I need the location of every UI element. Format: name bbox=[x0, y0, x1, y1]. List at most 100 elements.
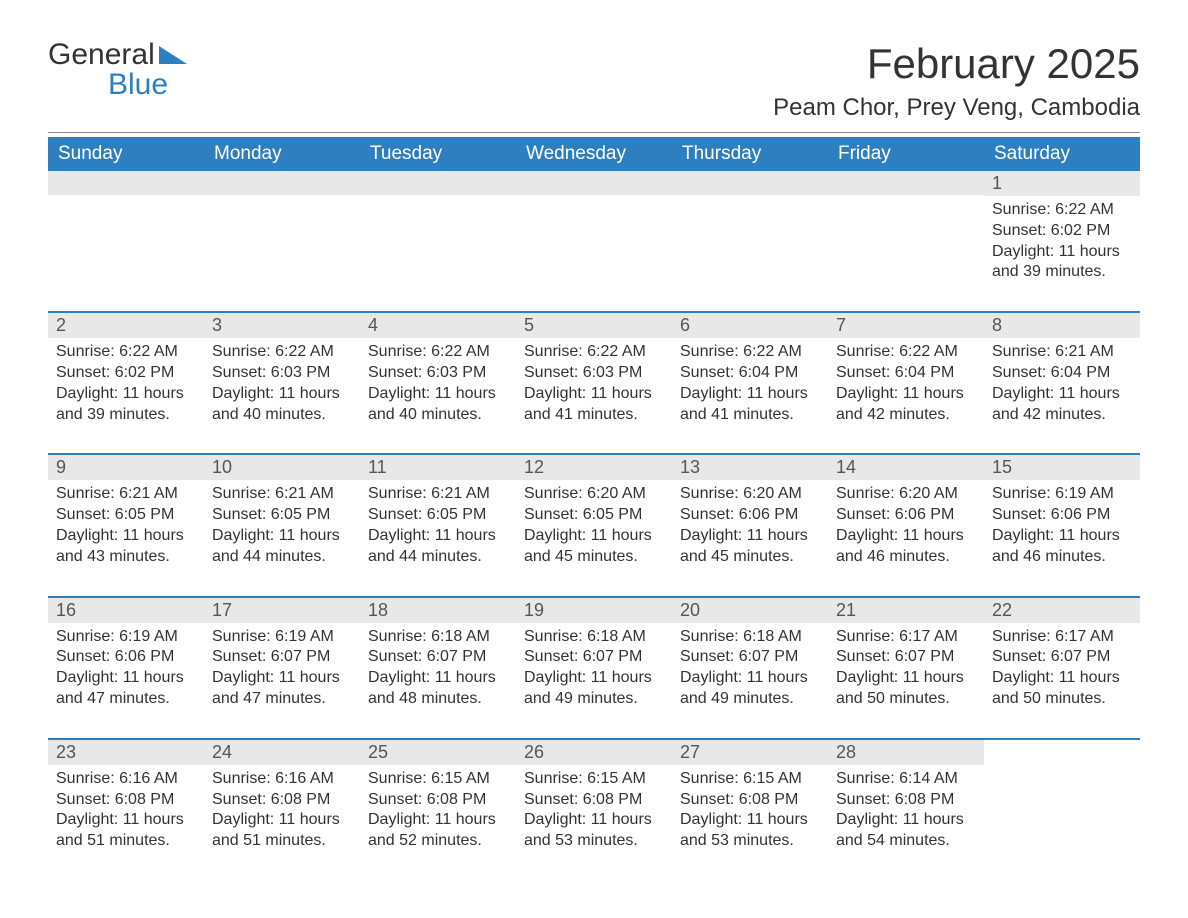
day-details: Sunrise: 6:15 AMSunset: 6:08 PMDaylight:… bbox=[672, 765, 828, 852]
day-cell: 8Sunrise: 6:21 AMSunset: 6:04 PMDaylight… bbox=[984, 313, 1140, 433]
day-details: Sunrise: 6:22 AMSunset: 6:03 PMDaylight:… bbox=[516, 338, 672, 425]
day-header-row: SundayMondayTuesdayWednesdayThursdayFrid… bbox=[48, 137, 1140, 171]
sunrise-text: Sunrise: 6:15 AM bbox=[368, 769, 508, 790]
day-details: Sunrise: 6:21 AMSunset: 6:05 PMDaylight:… bbox=[204, 480, 360, 567]
daylight-text: Daylight: 11 hours and 49 minutes. bbox=[680, 668, 820, 710]
day-number: 6 bbox=[672, 313, 828, 338]
day-details: Sunrise: 6:17 AMSunset: 6:07 PMDaylight:… bbox=[828, 623, 984, 710]
sunset-text: Sunset: 6:05 PM bbox=[368, 505, 508, 526]
day-details: Sunrise: 6:22 AMSunset: 6:02 PMDaylight:… bbox=[984, 196, 1140, 283]
sunset-text: Sunset: 6:05 PM bbox=[212, 505, 352, 526]
day-cell: 10Sunrise: 6:21 AMSunset: 6:05 PMDayligh… bbox=[204, 455, 360, 575]
day-header: Friday bbox=[828, 137, 984, 171]
day-header: Tuesday bbox=[360, 137, 516, 171]
daylight-text: Daylight: 11 hours and 47 minutes. bbox=[56, 668, 196, 710]
empty-cell bbox=[48, 171, 204, 291]
day-number: 2 bbox=[48, 313, 204, 338]
sunrise-text: Sunrise: 6:15 AM bbox=[680, 769, 820, 790]
day-number bbox=[984, 740, 1140, 764]
day-cell: 4Sunrise: 6:22 AMSunset: 6:03 PMDaylight… bbox=[360, 313, 516, 433]
logo-word-1: General bbox=[48, 40, 155, 70]
sunrise-text: Sunrise: 6:22 AM bbox=[524, 342, 664, 363]
day-cell: 12Sunrise: 6:20 AMSunset: 6:05 PMDayligh… bbox=[516, 455, 672, 575]
sunrise-text: Sunrise: 6:16 AM bbox=[56, 769, 196, 790]
logo-word-2: Blue bbox=[108, 70, 168, 100]
day-cell: 15Sunrise: 6:19 AMSunset: 6:06 PMDayligh… bbox=[984, 455, 1140, 575]
day-cell: 1Sunrise: 6:22 AMSunset: 6:02 PMDaylight… bbox=[984, 171, 1140, 291]
week-row: 9Sunrise: 6:21 AMSunset: 6:05 PMDaylight… bbox=[48, 453, 1140, 575]
sunrise-text: Sunrise: 6:22 AM bbox=[680, 342, 820, 363]
day-number: 20 bbox=[672, 598, 828, 623]
day-number: 23 bbox=[48, 740, 204, 765]
divider bbox=[48, 132, 1140, 133]
daylight-text: Daylight: 11 hours and 52 minutes. bbox=[368, 810, 508, 852]
day-number: 4 bbox=[360, 313, 516, 338]
sunset-text: Sunset: 6:04 PM bbox=[680, 363, 820, 384]
day-details: Sunrise: 6:19 AMSunset: 6:06 PMDaylight:… bbox=[48, 623, 204, 710]
sunset-text: Sunset: 6:06 PM bbox=[56, 647, 196, 668]
day-cell: 28Sunrise: 6:14 AMSunset: 6:08 PMDayligh… bbox=[828, 740, 984, 860]
day-details: Sunrise: 6:20 AMSunset: 6:05 PMDaylight:… bbox=[516, 480, 672, 567]
day-number: 1 bbox=[984, 171, 1140, 196]
sunrise-text: Sunrise: 6:21 AM bbox=[56, 484, 196, 505]
day-cell: 24Sunrise: 6:16 AMSunset: 6:08 PMDayligh… bbox=[204, 740, 360, 860]
location: Peam Chor, Prey Veng, Cambodia bbox=[773, 94, 1140, 122]
daylight-text: Daylight: 11 hours and 51 minutes. bbox=[212, 810, 352, 852]
empty-cell bbox=[360, 171, 516, 291]
title-block: February 2025 Peam Chor, Prey Veng, Camb… bbox=[773, 40, 1140, 122]
sunrise-text: Sunrise: 6:19 AM bbox=[212, 627, 352, 648]
day-cell: 21Sunrise: 6:17 AMSunset: 6:07 PMDayligh… bbox=[828, 598, 984, 718]
day-cell: 19Sunrise: 6:18 AMSunset: 6:07 PMDayligh… bbox=[516, 598, 672, 718]
day-number: 10 bbox=[204, 455, 360, 480]
empty-cell bbox=[984, 740, 1140, 860]
day-details: Sunrise: 6:22 AMSunset: 6:04 PMDaylight:… bbox=[828, 338, 984, 425]
day-cell: 14Sunrise: 6:20 AMSunset: 6:06 PMDayligh… bbox=[828, 455, 984, 575]
empty-cell bbox=[828, 171, 984, 291]
day-cell: 23Sunrise: 6:16 AMSunset: 6:08 PMDayligh… bbox=[48, 740, 204, 860]
day-number: 24 bbox=[204, 740, 360, 765]
day-number: 19 bbox=[516, 598, 672, 623]
day-details: Sunrise: 6:22 AMSunset: 6:04 PMDaylight:… bbox=[672, 338, 828, 425]
day-number: 22 bbox=[984, 598, 1140, 623]
day-number bbox=[204, 171, 360, 195]
sunset-text: Sunset: 6:07 PM bbox=[368, 647, 508, 668]
day-details: Sunrise: 6:18 AMSunset: 6:07 PMDaylight:… bbox=[672, 623, 828, 710]
daylight-text: Daylight: 11 hours and 50 minutes. bbox=[836, 668, 976, 710]
logo-triangle-icon bbox=[159, 46, 187, 64]
day-cell: 5Sunrise: 6:22 AMSunset: 6:03 PMDaylight… bbox=[516, 313, 672, 433]
sunrise-text: Sunrise: 6:14 AM bbox=[836, 769, 976, 790]
day-details: Sunrise: 6:16 AMSunset: 6:08 PMDaylight:… bbox=[48, 765, 204, 852]
day-number: 15 bbox=[984, 455, 1140, 480]
daylight-text: Daylight: 11 hours and 45 minutes. bbox=[680, 526, 820, 568]
sunset-text: Sunset: 6:06 PM bbox=[836, 505, 976, 526]
day-details: Sunrise: 6:22 AMSunset: 6:02 PMDaylight:… bbox=[48, 338, 204, 425]
sunset-text: Sunset: 6:07 PM bbox=[680, 647, 820, 668]
sunrise-text: Sunrise: 6:16 AM bbox=[212, 769, 352, 790]
sunrise-text: Sunrise: 6:21 AM bbox=[212, 484, 352, 505]
daylight-text: Daylight: 11 hours and 53 minutes. bbox=[680, 810, 820, 852]
day-number: 27 bbox=[672, 740, 828, 765]
day-cell: 9Sunrise: 6:21 AMSunset: 6:05 PMDaylight… bbox=[48, 455, 204, 575]
day-details: Sunrise: 6:21 AMSunset: 6:04 PMDaylight:… bbox=[984, 338, 1140, 425]
day-details: Sunrise: 6:15 AMSunset: 6:08 PMDaylight:… bbox=[516, 765, 672, 852]
day-details: Sunrise: 6:15 AMSunset: 6:08 PMDaylight:… bbox=[360, 765, 516, 852]
day-number: 12 bbox=[516, 455, 672, 480]
sunrise-text: Sunrise: 6:19 AM bbox=[992, 484, 1132, 505]
day-number: 7 bbox=[828, 313, 984, 338]
day-details: Sunrise: 6:17 AMSunset: 6:07 PMDaylight:… bbox=[984, 623, 1140, 710]
day-number: 28 bbox=[828, 740, 984, 765]
sunrise-text: Sunrise: 6:20 AM bbox=[524, 484, 664, 505]
day-details: Sunrise: 6:18 AMSunset: 6:07 PMDaylight:… bbox=[516, 623, 672, 710]
daylight-text: Daylight: 11 hours and 39 minutes. bbox=[56, 384, 196, 426]
day-cell: 22Sunrise: 6:17 AMSunset: 6:07 PMDayligh… bbox=[984, 598, 1140, 718]
daylight-text: Daylight: 11 hours and 40 minutes. bbox=[368, 384, 508, 426]
sunset-text: Sunset: 6:08 PM bbox=[56, 790, 196, 811]
sunset-text: Sunset: 6:03 PM bbox=[524, 363, 664, 384]
day-details: Sunrise: 6:14 AMSunset: 6:08 PMDaylight:… bbox=[828, 765, 984, 852]
day-details: Sunrise: 6:22 AMSunset: 6:03 PMDaylight:… bbox=[204, 338, 360, 425]
day-cell: 20Sunrise: 6:18 AMSunset: 6:07 PMDayligh… bbox=[672, 598, 828, 718]
day-number: 9 bbox=[48, 455, 204, 480]
day-number: 25 bbox=[360, 740, 516, 765]
daylight-text: Daylight: 11 hours and 40 minutes. bbox=[212, 384, 352, 426]
day-number: 16 bbox=[48, 598, 204, 623]
